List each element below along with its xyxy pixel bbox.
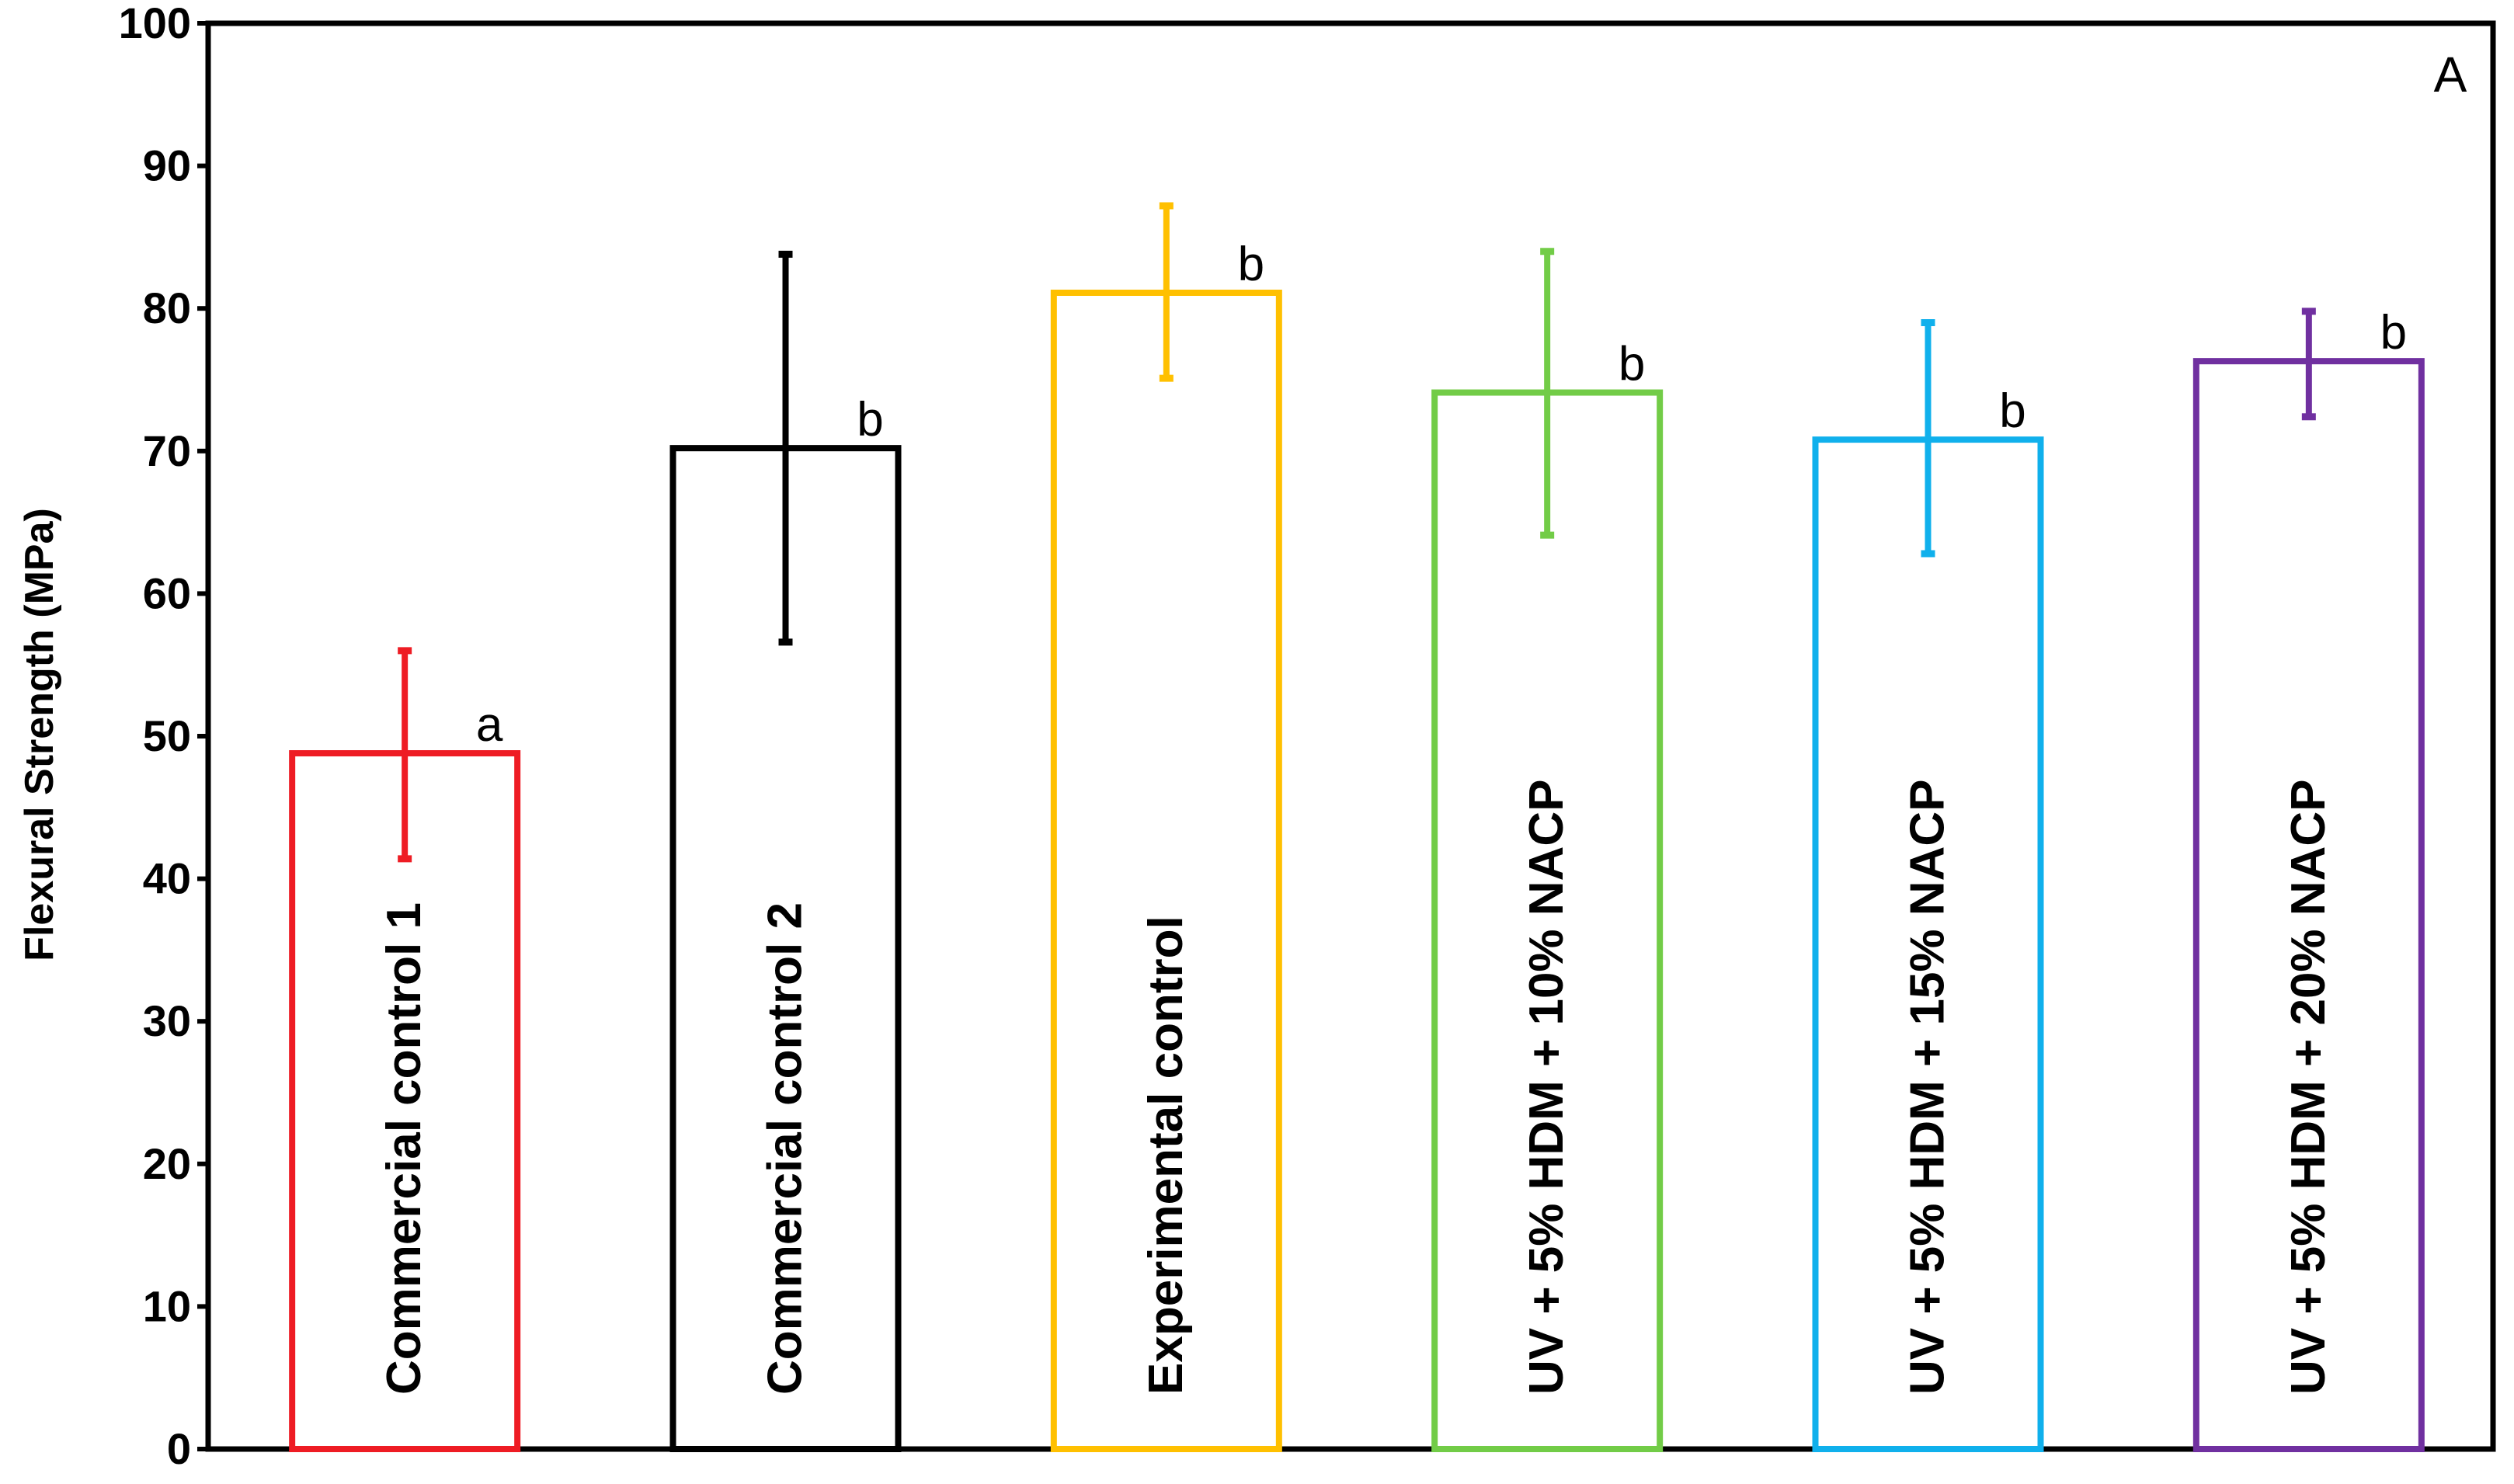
y-tick-label: 0 <box>167 1424 191 1473</box>
error-bars <box>398 202 2316 863</box>
y-tick-label: 50 <box>143 711 191 760</box>
y-tick-label: 80 <box>143 283 191 332</box>
category-label: UV + 5% HDM + 15% NACP <box>1901 780 1955 1395</box>
plot-frame <box>205 20 2496 1452</box>
bars <box>289 290 2425 1453</box>
y-axis-ticks: 0 10 20 30 40 50 60 70 80 90 100 <box>119 0 208 1473</box>
category-label: Commercial control 1 <box>377 902 431 1395</box>
y-tick-label: 10 <box>143 1281 191 1330</box>
y-tick-label: 70 <box>143 426 191 475</box>
significance-label: b <box>2380 306 2407 360</box>
category-label: Commercial control 2 <box>759 902 812 1395</box>
significance-label: a <box>476 698 503 752</box>
significance-label: b <box>1619 338 1645 391</box>
y-tick-label: 20 <box>143 1139 191 1188</box>
significance-label: b <box>1238 238 1264 291</box>
y-tick-label: 30 <box>143 996 191 1045</box>
y-tick-label: 100 <box>119 0 191 47</box>
axes <box>205 20 2496 1452</box>
category-label: Experimental control <box>1139 916 1193 1395</box>
y-tick-label: 90 <box>143 141 191 190</box>
bar-labels: a Commercial control 1 b Commercial control… <box>377 238 2407 1395</box>
significance-label: b <box>1999 384 2025 438</box>
category-label: UV + 5% HDM + 10% NACP <box>1520 780 1573 1395</box>
y-tick-label: 40 <box>143 854 191 903</box>
category-label: UV + 5% HDM + 20% NACP <box>2282 780 2335 1395</box>
y-tick-label: 60 <box>143 568 191 617</box>
y-axis-title: Flexural Strength (MPa) <box>17 508 62 961</box>
significance-label: b <box>857 393 883 447</box>
panel-label: A <box>2434 47 2467 103</box>
